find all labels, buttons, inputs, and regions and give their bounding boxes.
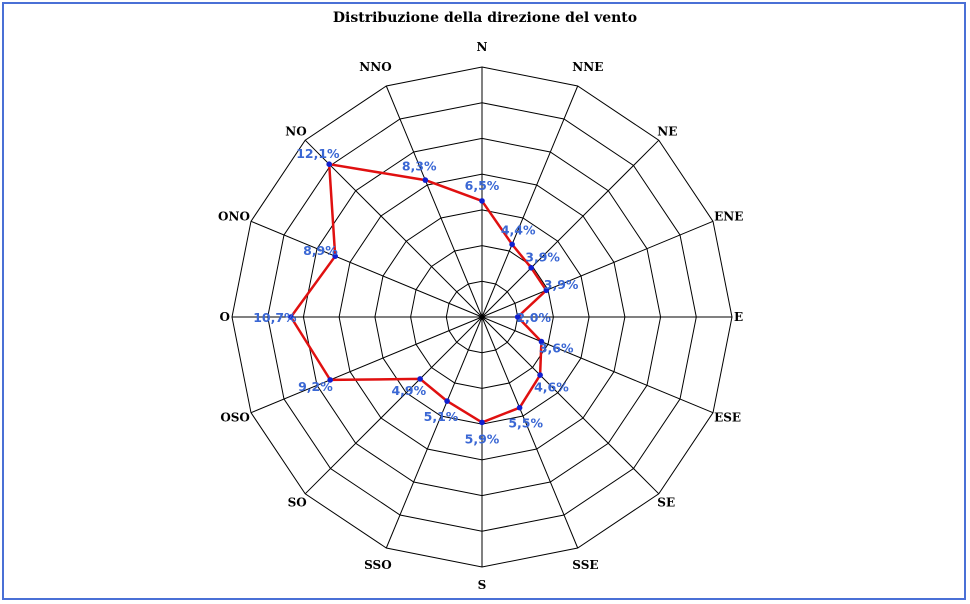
spoke-ono [250, 220, 483, 318]
data-point-n [479, 198, 485, 204]
value-label-so: 4,9% [391, 383, 426, 398]
spoke-se [481, 316, 660, 495]
value-label-ese: 3,6% [539, 341, 574, 356]
data-point-se [537, 372, 543, 378]
direction-label-nno: NNO [359, 60, 391, 74]
data-point-so [417, 376, 423, 382]
spoke-nne [481, 85, 579, 318]
value-label-sso: 5,1% [424, 409, 459, 424]
direction-label-ne: NE [657, 125, 677, 139]
value-label-o: 10,7% [253, 310, 297, 325]
direction-label-s: S [478, 578, 487, 592]
spoke-ne [481, 139, 660, 318]
chart-title: Distribuzione della direzione del vento [332, 10, 638, 26]
direction-label-ono: ONO [218, 210, 250, 224]
data-point-sse [516, 404, 523, 411]
data-point-sso [444, 398, 450, 404]
spoke-ese [481, 316, 714, 414]
direction-label-sso: SSO [364, 558, 392, 572]
spoke-no [304, 139, 483, 318]
spoke-nno [385, 85, 483, 318]
direction-label-e: E [734, 310, 743, 324]
direction-label-se: SE [657, 495, 675, 509]
data-point-ese [538, 338, 545, 345]
value-label-s: 5,9% [465, 431, 500, 446]
direction-label-o: O [220, 310, 230, 324]
value-label-ne: 3,9% [525, 249, 560, 264]
direction-label-so: SO [288, 495, 307, 509]
spoke-sse [481, 316, 579, 549]
spoke-so [304, 316, 483, 495]
data-point-nno [422, 177, 429, 183]
data-point-ene [543, 287, 550, 294]
value-label-nne: 4,4% [501, 223, 536, 238]
direction-label-ene: ENE [714, 210, 743, 224]
data-point-ono [332, 253, 339, 259]
spoke-ene [481, 220, 714, 318]
direction-label-oso: OSO [220, 410, 250, 424]
direction-label-nne: NNE [572, 60, 603, 74]
data-point-o [288, 314, 294, 320]
data-point-e [514, 314, 521, 320]
data-point-no [326, 161, 333, 167]
value-label-nno: 8,3% [402, 158, 437, 173]
data-point-oso [327, 377, 334, 383]
direction-label-n: N [477, 40, 488, 54]
direction-label-sse: SSE [572, 558, 598, 572]
value-label-e: 2,0% [516, 310, 551, 325]
value-label-sse: 5,5% [508, 416, 543, 431]
data-point-ne [528, 265, 534, 271]
spoke-sso [385, 316, 483, 549]
value-label-no: 12,1% [296, 146, 340, 161]
direction-label-no: NO [285, 125, 306, 139]
spoke-oso [250, 316, 483, 414]
data-point-s [479, 419, 485, 426]
value-label-se: 4,6% [534, 379, 569, 394]
data-point-nne [509, 241, 515, 248]
value-label-ono: 8,9% [303, 243, 338, 258]
direction-label-ese: ESE [714, 410, 741, 424]
value-label-ene: 3,9% [544, 277, 579, 292]
value-label-oso: 9,2% [298, 379, 333, 394]
value-label-n: 6,5% [465, 178, 500, 193]
